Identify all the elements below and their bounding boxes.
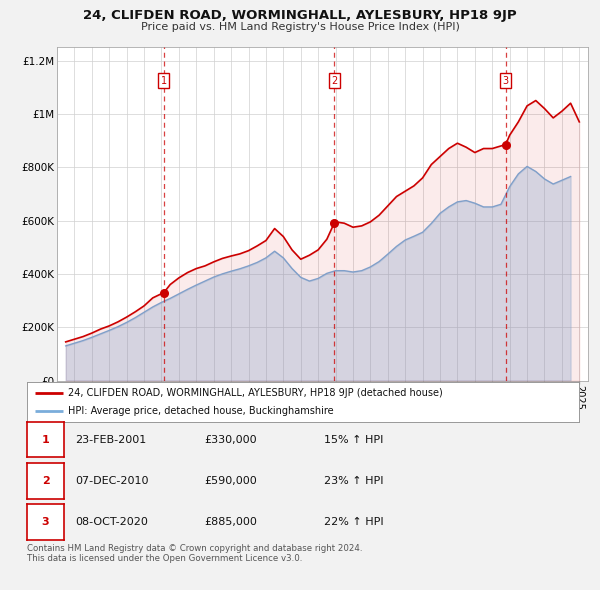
- Text: £330,000: £330,000: [204, 435, 257, 444]
- Text: 2: 2: [42, 476, 49, 486]
- Text: 08-OCT-2020: 08-OCT-2020: [75, 517, 148, 527]
- Text: 07-DEC-2010: 07-DEC-2010: [75, 476, 149, 486]
- Text: HPI: Average price, detached house, Buckinghamshire: HPI: Average price, detached house, Buck…: [68, 406, 334, 416]
- Text: 1: 1: [42, 435, 49, 444]
- Text: 24, CLIFDEN ROAD, WORMINGHALL, AYLESBURY, HP18 9JP (detached house): 24, CLIFDEN ROAD, WORMINGHALL, AYLESBURY…: [68, 388, 443, 398]
- Text: 2: 2: [331, 76, 337, 86]
- Text: Price paid vs. HM Land Registry's House Price Index (HPI): Price paid vs. HM Land Registry's House …: [140, 22, 460, 32]
- Text: £590,000: £590,000: [204, 476, 257, 486]
- Text: 23% ↑ HPI: 23% ↑ HPI: [324, 476, 383, 486]
- Text: 15% ↑ HPI: 15% ↑ HPI: [324, 435, 383, 444]
- Text: Contains HM Land Registry data © Crown copyright and database right 2024.
This d: Contains HM Land Registry data © Crown c…: [27, 544, 362, 563]
- Text: 1: 1: [161, 76, 167, 86]
- Text: £885,000: £885,000: [204, 517, 257, 527]
- Text: 23-FEB-2001: 23-FEB-2001: [75, 435, 146, 444]
- Text: 22% ↑ HPI: 22% ↑ HPI: [324, 517, 383, 527]
- Text: 3: 3: [42, 517, 49, 527]
- Text: 24, CLIFDEN ROAD, WORMINGHALL, AYLESBURY, HP18 9JP: 24, CLIFDEN ROAD, WORMINGHALL, AYLESBURY…: [83, 9, 517, 22]
- Text: 3: 3: [503, 76, 509, 86]
